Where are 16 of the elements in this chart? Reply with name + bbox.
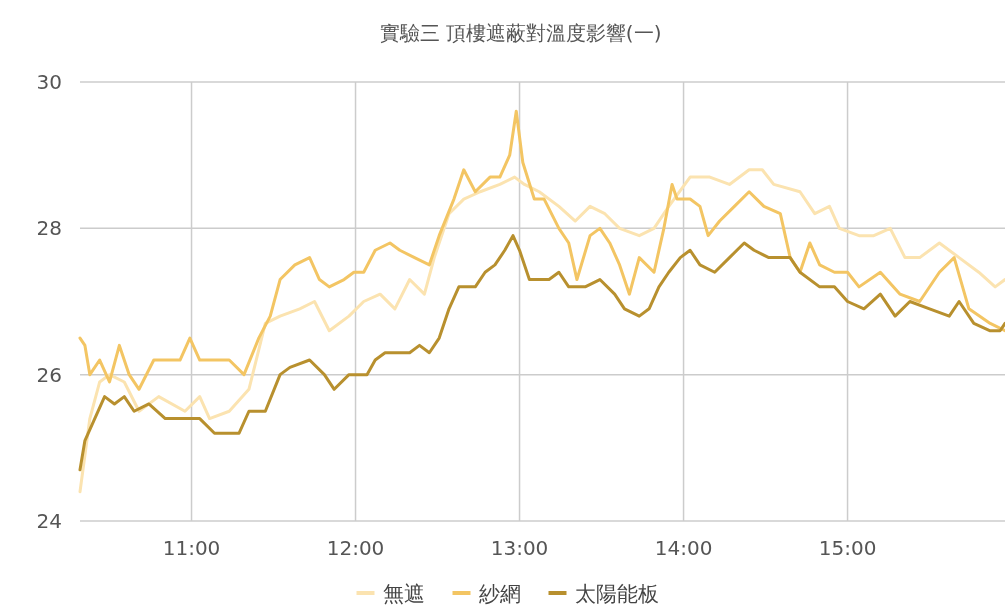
line-series xyxy=(78,109,1005,391)
legend-label: 太陽能板 xyxy=(574,582,659,606)
line-series xyxy=(78,234,1005,472)
x-tick-label: 13:00 xyxy=(490,536,549,560)
legend-label: 無遮 xyxy=(382,582,425,606)
y-tick-label: 30 xyxy=(36,70,62,94)
x-tick-label: 11:00 xyxy=(162,536,221,560)
line-series xyxy=(78,168,1005,494)
legend-label: 紗網 xyxy=(478,582,521,606)
y-tick-label: 28 xyxy=(36,216,62,241)
y-tick-label: 26 xyxy=(36,362,62,387)
y-tick-label: 24 xyxy=(36,509,62,533)
x-tick-label: 14:00 xyxy=(654,536,713,560)
x-tick-label: 12:00 xyxy=(326,536,385,560)
chart-title: 實驗三 頂樓遮蔽對溫度影響(一) xyxy=(379,21,662,45)
x-tick-label: 15:00 xyxy=(818,536,877,560)
